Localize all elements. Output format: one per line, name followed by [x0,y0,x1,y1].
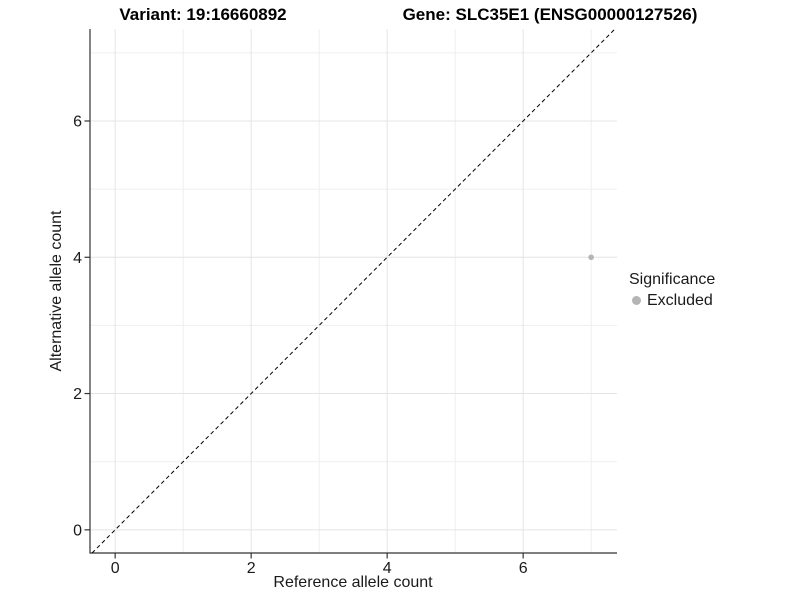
legend-entry-label: Excluded [647,292,713,309]
x-tick-label: 0 [111,560,120,577]
x-tick-label: 2 [247,560,256,577]
y-tick-label: 6 [73,113,82,130]
identity-line [91,28,616,554]
legend: Significance Excluded [629,270,715,310]
legend-entry: Excluded [629,291,715,310]
y-tick-label: 0 [73,522,82,539]
x-axis-title: Reference allele count [273,574,433,591]
data-point [588,254,594,261]
legend-key-dot-icon [632,296,641,305]
gene-title: Gene: SLC35E1 (ENSG00000127526) [402,5,698,24]
x-tick-label: 6 [519,560,528,577]
legend-title: Significance [629,271,716,288]
y-tick-label: 4 [73,250,82,267]
variant-title: Variant: 19:16660892 [119,5,287,24]
y-tick-label: 2 [73,386,82,403]
y-axis-title: Alternative allele count [48,210,65,372]
x-tick-label: 4 [383,560,392,577]
